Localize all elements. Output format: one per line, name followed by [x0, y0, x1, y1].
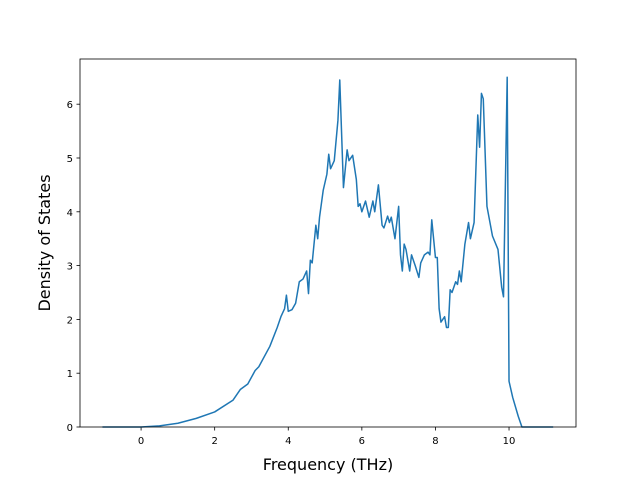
y-tick-label: 3: [67, 262, 73, 273]
x-tick-label: 8: [432, 436, 438, 447]
line: [102, 76, 554, 428]
x-tick-label: 2: [211, 436, 217, 447]
y-tick-label: 0: [67, 423, 73, 434]
y-axis-label: Density of States: [35, 174, 54, 311]
y-tick-label: 2: [67, 315, 73, 326]
x-tick-label: 6: [359, 436, 365, 447]
x-tick-label: 10: [503, 436, 516, 447]
plot-frame: [79, 58, 577, 428]
y-tick-label: 4: [67, 208, 73, 219]
x-axis-label: Frequency (THz): [263, 455, 393, 474]
y-tick-label: 6: [67, 100, 73, 111]
y-tick-label: 1: [67, 369, 73, 380]
x-tick-label: 0: [138, 436, 144, 447]
y-tick-label: 5: [67, 154, 73, 165]
x-tick-label: 4: [285, 436, 291, 447]
